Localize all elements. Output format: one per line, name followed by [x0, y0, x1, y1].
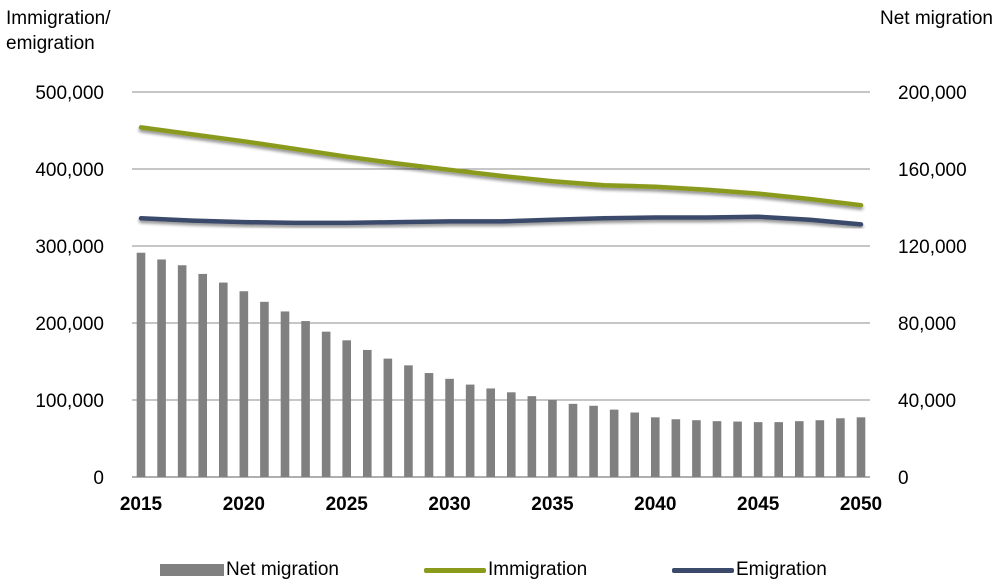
net-migration-bar: [589, 405, 598, 477]
legend-swatch-bar: [160, 564, 224, 576]
net-migration-bar: [712, 421, 722, 477]
left-axis-title: Immigration/ emigration: [6, 6, 111, 56]
x-tick-label: 2035: [531, 494, 574, 515]
legend-item-immigration: Immigration: [424, 558, 587, 582]
net-migration-bar: [404, 365, 413, 477]
net-migration-bar: [568, 403, 578, 477]
net-migration-bar: [650, 417, 660, 477]
legend-item-net-migration: Net migration: [160, 558, 339, 582]
net-migration-bar: [239, 291, 249, 477]
x-tick-label: 2020: [223, 494, 265, 515]
net-migration-bar: [733, 421, 742, 477]
legend-swatch-immigration: [424, 567, 486, 573]
right-tick-label: 0: [898, 468, 909, 489]
net-migration-bar: [301, 321, 310, 477]
net-migration-bar: [465, 384, 475, 477]
left-tick-label: 400,000: [35, 160, 104, 181]
net-migration-bar: [198, 273, 208, 477]
net-migration-bars: [136, 252, 866, 477]
net-migration-bar: [218, 282, 228, 477]
legend-label-net-migration: Net migration: [226, 559, 339, 580]
x-tick-label: 2025: [326, 494, 369, 515]
net-migration-bar: [424, 373, 434, 477]
net-migration-bar: [527, 396, 537, 477]
left-axis-title-line2: emigration: [6, 33, 95, 54]
line-series: [138, 125, 864, 227]
left-tick-label: 100,000: [35, 391, 104, 412]
net-migration-bar: [260, 301, 269, 477]
net-migration-bar: [486, 388, 496, 477]
legend-label-immigration: Immigration: [488, 559, 588, 580]
net-migration-bar: [692, 420, 701, 477]
net-migration-bar: [548, 400, 557, 477]
emigration-line: [138, 214, 864, 227]
net-migration-bar: [136, 252, 146, 477]
net-migration-bar: [177, 265, 187, 477]
right-axis-title: Net migration: [880, 8, 993, 29]
axes: 0 100,000 200,000 300,000 400,000 500,000 0 40,…: [35, 83, 966, 515]
net-migration-bar: [321, 331, 331, 477]
right-tick-label: 80,000: [898, 314, 956, 335]
net-migration-bar: [280, 311, 290, 477]
right-tick-label: 40,000: [898, 391, 956, 412]
left-tick-label: 500,000: [35, 83, 104, 104]
x-tick-label: 2030: [428, 494, 470, 515]
net-migration-bar: [815, 420, 825, 477]
legend: Net migration Immigration Emigration: [0, 558, 1001, 582]
net-migration-bar: [506, 392, 516, 477]
net-migration-bar: [794, 421, 804, 477]
net-migration-bar: [342, 340, 352, 477]
immigration-line: [138, 125, 864, 208]
net-migration-bar: [362, 349, 372, 477]
net-migration-bar: [157, 259, 166, 477]
net-migration-bar: [774, 422, 784, 477]
net-migration-bar: [856, 417, 866, 477]
legend-label-emigration: Emigration: [736, 559, 827, 580]
left-tick-label: 300,000: [35, 237, 104, 258]
right-tick-label: 160,000: [898, 160, 967, 181]
net-migration-bar: [609, 409, 619, 477]
net-migration-bar: [383, 358, 393, 477]
right-tick-label: 120,000: [898, 237, 967, 258]
net-migration-bar: [836, 418, 845, 477]
net-migration-bar: [630, 412, 640, 477]
x-tick-label: 2015: [120, 494, 163, 515]
left-axis-title-line1: Immigration/: [6, 8, 111, 29]
x-tick-label: 2045: [737, 494, 780, 515]
legend-swatch-emigration: [672, 567, 734, 573]
left-tick-label: 0: [93, 468, 104, 489]
x-tick-label: 2040: [634, 494, 676, 515]
net-migration-bar: [753, 422, 763, 477]
right-tick-label: 200,000: [898, 83, 967, 104]
x-tick-label: 2050: [840, 494, 882, 515]
legend-item-emigration: Emigration: [672, 558, 827, 582]
left-tick-label: 200,000: [35, 314, 104, 335]
migration-chart: 0 100,000 200,000 300,000 400,000 500,000 0 40,…: [35, 83, 966, 515]
gridlines: [132, 91, 870, 401]
net-migration-bar: [671, 419, 681, 477]
net-migration-bar: [445, 378, 454, 477]
